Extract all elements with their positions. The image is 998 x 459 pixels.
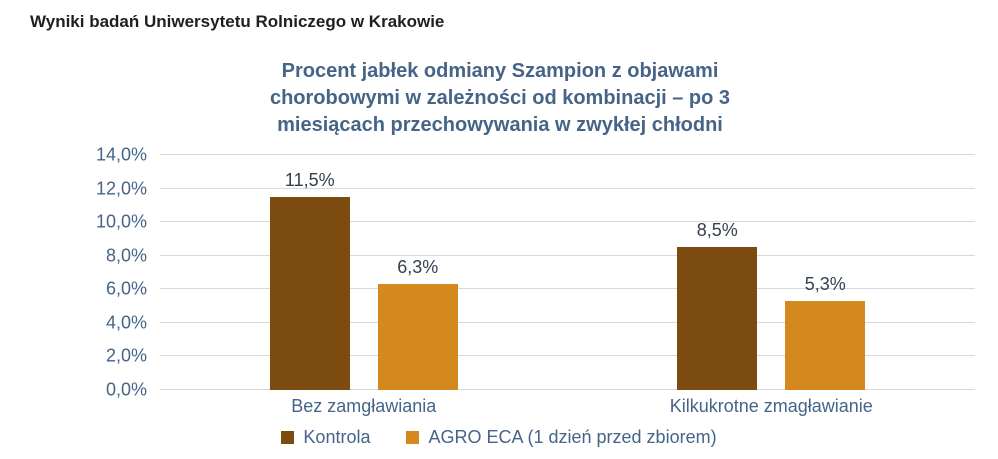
x-axis: Bez zamgławiania Kilkukrotne zmagławiani… bbox=[160, 396, 975, 417]
y-axis-tick: 12,0% bbox=[95, 178, 147, 199]
legend-swatch-kontrola bbox=[281, 431, 295, 444]
gridline bbox=[160, 221, 975, 223]
x-axis-category: Bez zamgławiania bbox=[291, 396, 437, 416]
legend: Kontrola AGRO ECA (1 dzień przed zbiorem… bbox=[0, 427, 998, 448]
y-axis-tick: 2,0% bbox=[105, 345, 147, 366]
legend-item-kontrola: Kontrola bbox=[281, 427, 370, 448]
plot-area: 11,5% 6,3% 8,5% 5,3% bbox=[160, 154, 975, 390]
data-label: 8,5% bbox=[696, 220, 738, 241]
bar-kontrola-bez-zamglawiania: 11,5% bbox=[269, 170, 350, 390]
gridline bbox=[160, 288, 975, 290]
bar-agro-eca-bez-zamglawiania: 6,3% bbox=[377, 257, 458, 390]
chart-title: Procent jabłek odmiany Szampion z objawa… bbox=[269, 60, 731, 136]
y-axis-tick: 14,0% bbox=[95, 144, 147, 165]
gridline bbox=[160, 154, 975, 155]
y-axis-tick: 0,0% bbox=[105, 379, 147, 400]
y-axis-tick: 10,0% bbox=[95, 211, 147, 232]
gridline bbox=[160, 389, 975, 390]
x-axis-category: Kilkukrotne zmagławianie bbox=[669, 396, 873, 416]
bar-kontrola-kilkukrotne: 8,5% bbox=[677, 220, 758, 390]
y-axis: 14,0% 12,0% 10,0% 8,0% 6,0% 4,0% 2,0% 0,… bbox=[55, 145, 155, 400]
bar-group-bez-zamglawiania: 11,5% 6,3% bbox=[160, 155, 568, 390]
y-axis-tick: 6,0% bbox=[105, 278, 147, 299]
data-label: 5,3% bbox=[804, 274, 846, 295]
y-axis-tick: 8,0% bbox=[105, 245, 147, 266]
gridline bbox=[160, 321, 975, 323]
data-label: 6,3% bbox=[397, 257, 439, 278]
legend-label: AGRO ECA (1 dzień przed zbiorem) bbox=[428, 427, 717, 447]
bar-agro-eca-kilkukrotne: 5,3% bbox=[785, 274, 866, 390]
data-label: 11,5% bbox=[284, 169, 335, 190]
page-title: Wyniki badań Uniwersytetu Rolniczego w K… bbox=[30, 12, 445, 31]
gridline bbox=[160, 355, 975, 357]
gridlines bbox=[160, 154, 975, 390]
bar-group-kilkukrotne-zmaglawianie: 8,5% 5,3% bbox=[568, 155, 976, 390]
legend-label: Kontrola bbox=[303, 427, 371, 447]
bar-groups: 11,5% 6,3% 8,5% 5,3% bbox=[160, 155, 975, 390]
y-axis-tick: 4,0% bbox=[105, 312, 147, 333]
gridline bbox=[160, 254, 975, 256]
gridline bbox=[160, 187, 975, 189]
legend-swatch-agro-eca bbox=[406, 431, 420, 444]
legend-item-agro-eca: AGRO ECA (1 dzień przed zbiorem) bbox=[406, 427, 717, 448]
